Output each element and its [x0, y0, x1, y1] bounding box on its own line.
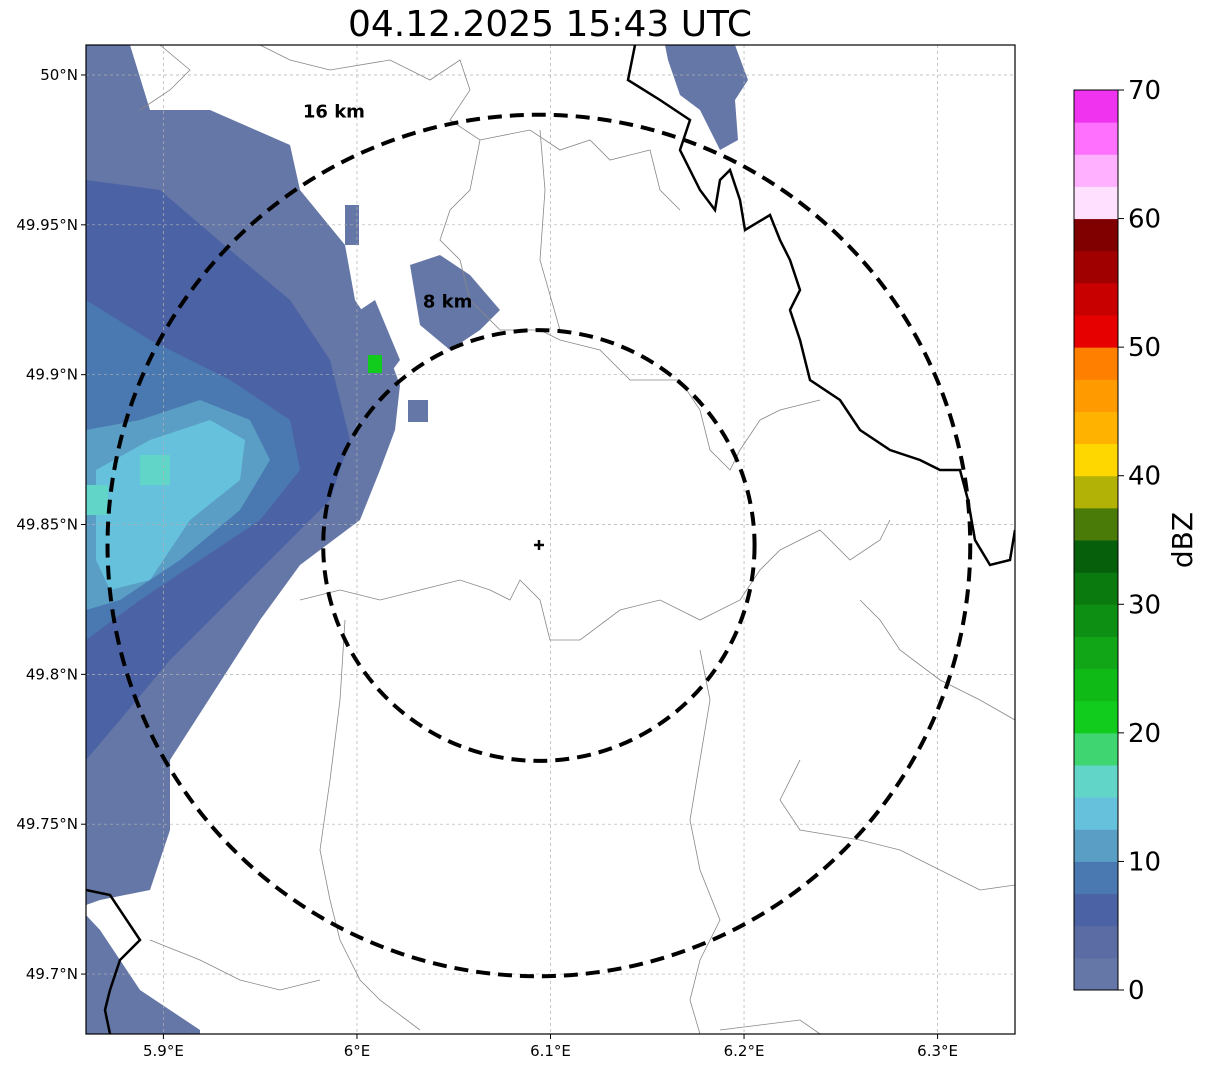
- colorbar-tick-label: 70: [1128, 76, 1161, 106]
- range-ring-label: 16 km: [303, 101, 365, 122]
- colorbar-tick-label: 40: [1128, 462, 1161, 492]
- colorbar-segment: [1074, 797, 1118, 830]
- range-ring-label: 8 km: [423, 291, 473, 312]
- colorbar-segment: [1074, 250, 1118, 284]
- radar-echo-layer: [86, 45, 748, 1034]
- colorbar-segment: [1074, 765, 1118, 798]
- precip-region-west-high: [96, 420, 245, 590]
- colorbar-tick-label: 10: [1128, 847, 1161, 877]
- radar-center-marker: [534, 540, 544, 550]
- map-grid: [86, 45, 1015, 1034]
- map-borders: [86, 45, 1015, 1034]
- colorbar-segment: [1074, 700, 1118, 734]
- country-border-north: [626, 45, 1015, 567]
- precip-region-southwest: [86, 915, 200, 1034]
- colorbar-segment: [1074, 122, 1118, 155]
- colorbar-segment: [1074, 572, 1118, 605]
- colorbar-segment: [1074, 732, 1118, 766]
- x-tick-label: 6.2°E: [724, 1042, 765, 1060]
- colorbar-segment: [1074, 282, 1118, 316]
- x-tick-label: 6°E: [344, 1042, 371, 1060]
- colorbar-segment: [1074, 540, 1118, 573]
- colorbar-segment: [1074, 604, 1118, 637]
- precip-region-northeast-small: [410, 255, 500, 350]
- y-tick-label: 49.85°N: [16, 516, 78, 534]
- x-tick-label: 6.1°E: [530, 1042, 571, 1060]
- y-tick-label: 50°N: [40, 66, 78, 84]
- colorbar-tick-label: 50: [1128, 333, 1161, 363]
- precip-strip-1: [345, 300, 400, 380]
- admin-boundary-lines: [139, 45, 1015, 1034]
- colorbar-segment: [1074, 443, 1118, 477]
- colorbar-segment: [1074, 154, 1118, 187]
- colorbar-label: dBZ: [1166, 512, 1199, 568]
- colorbar-segment: [1074, 347, 1118, 380]
- colorbar-segment: [1074, 90, 1118, 123]
- country-border-southwest: [86, 888, 142, 1034]
- y-tick-label: 49.9°N: [26, 366, 78, 384]
- colorbar-tick-label: 30: [1128, 590, 1161, 620]
- precip-region-north: [665, 45, 748, 150]
- colorbar-segment: [1074, 315, 1118, 348]
- colorbar-segment: [1074, 861, 1118, 895]
- colorbar-segment: [1074, 957, 1118, 991]
- range-ring-16km: [105, 112, 973, 979]
- range-rings: 8 km 16 km: [105, 101, 973, 979]
- x-axis-ticks: 5.9°E 6°E 6.1°E 6.2°E 6.3°E: [143, 1034, 958, 1060]
- colorbar-segment: [1074, 829, 1118, 862]
- x-tick-label: 6.3°E: [917, 1042, 958, 1060]
- x-tick-label: 5.9°E: [143, 1042, 184, 1060]
- colorbar-segment: [1074, 668, 1118, 702]
- colorbar-tick-label: 0: [1128, 976, 1145, 1006]
- colorbar-segments: [1074, 90, 1118, 991]
- colorbar-segment: [1074, 218, 1118, 252]
- precip-cell-peak-2: [140, 455, 170, 485]
- map-title: 04.12.2025 15:43 UTC: [347, 4, 753, 45]
- y-tick-label: 49.8°N: [26, 665, 78, 683]
- colorbar-segment: [1074, 475, 1118, 509]
- range-ring-8km: [321, 328, 757, 763]
- colorbar-segment: [1074, 507, 1118, 541]
- colorbar-segment: [1074, 636, 1118, 670]
- y-axis-ticks: 50°N 49.95°N 49.9°N 49.85°N 49.8°N 49.75°N 49.…: [16, 66, 86, 983]
- y-tick-label: 49.7°N: [26, 965, 78, 983]
- colorbar-tick-label: 60: [1128, 205, 1161, 235]
- precip-cell-green: [368, 355, 382, 373]
- y-tick-label: 49.95°N: [16, 216, 78, 234]
- colorbar-segment: [1074, 379, 1118, 412]
- y-tick-label: 49.75°N: [16, 815, 78, 833]
- colorbar-segment: [1074, 411, 1118, 445]
- precip-cell-peak: [86, 485, 108, 515]
- colorbar-segment: [1074, 893, 1118, 927]
- colorbar-frame: [1073, 89, 1119, 991]
- precip-cell-small: [408, 400, 428, 422]
- colorbar-ticks: 0 10 20 30 40 50 60 70: [1118, 76, 1161, 1006]
- colorbar-segment: [1074, 925, 1118, 959]
- colorbar-segment: [1074, 186, 1118, 220]
- colorbar-tick-label: 20: [1128, 719, 1161, 749]
